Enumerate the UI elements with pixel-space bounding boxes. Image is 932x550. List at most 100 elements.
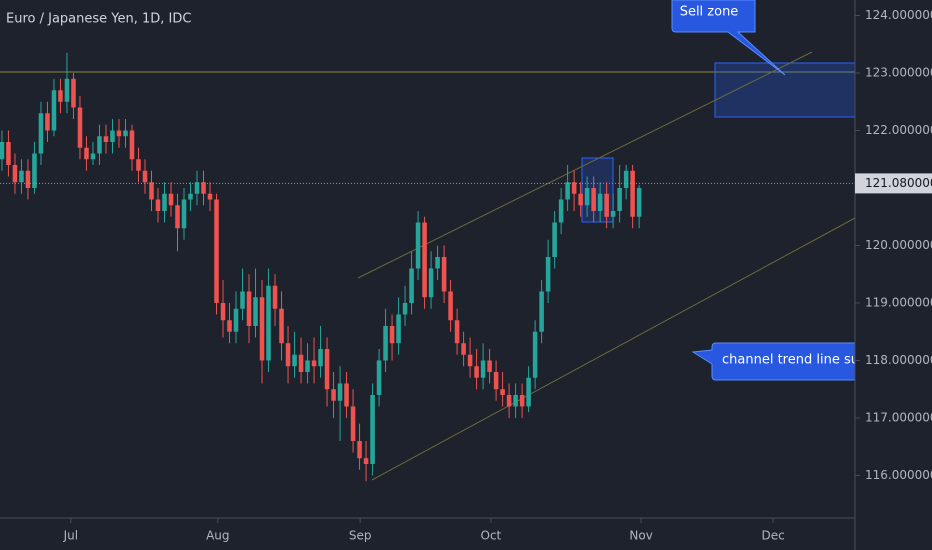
candles bbox=[0, 52, 855, 482]
callout-text: channel trend line supp bbox=[722, 353, 875, 368]
candle-body bbox=[493, 371, 499, 390]
y-tick-label: 123.000000 bbox=[865, 66, 932, 80]
candle-body bbox=[181, 199, 187, 229]
candle-body bbox=[0, 142, 5, 160]
x-tick-label: Oct bbox=[481, 529, 502, 543]
candle-body bbox=[77, 107, 83, 148]
candle-body bbox=[201, 182, 206, 194]
candle-body bbox=[194, 182, 200, 194]
candle-body bbox=[467, 354, 473, 367]
candle-body bbox=[220, 302, 226, 321]
candle-body bbox=[58, 90, 63, 102]
candle-body bbox=[376, 360, 382, 395]
candle-body bbox=[259, 297, 265, 361]
candle-body bbox=[305, 360, 310, 372]
candle-body bbox=[435, 256, 440, 269]
candle-body bbox=[623, 170, 629, 188]
candle-body bbox=[64, 78, 70, 102]
candle-body bbox=[123, 130, 128, 137]
x-tick-label: Aug bbox=[206, 529, 229, 543]
candle-body bbox=[38, 113, 44, 154]
candle-body bbox=[207, 193, 213, 200]
candle-body bbox=[155, 199, 161, 211]
candle-body bbox=[6, 142, 11, 166]
candle-body bbox=[188, 193, 193, 200]
candle-body bbox=[370, 394, 375, 464]
sell-zone-box bbox=[714, 62, 856, 118]
candle-body bbox=[545, 256, 551, 292]
candle-body bbox=[597, 193, 603, 211]
candle-body bbox=[389, 325, 395, 344]
candle-body bbox=[610, 210, 616, 217]
candle-body bbox=[331, 389, 336, 401]
candle-body bbox=[422, 222, 427, 298]
chart-title: Euro / Japanese Yen, 1D, IDC bbox=[6, 12, 191, 27]
price-axis-bg bbox=[855, 0, 932, 550]
candle-body bbox=[526, 377, 531, 407]
candle-body bbox=[480, 360, 486, 378]
candle-body bbox=[110, 130, 115, 143]
candle-body bbox=[461, 343, 466, 355]
candle-body bbox=[630, 170, 635, 217]
candle-body bbox=[617, 187, 622, 211]
candle-body bbox=[272, 285, 278, 309]
candle-body bbox=[266, 285, 271, 361]
candle-body bbox=[519, 394, 525, 407]
candle-body bbox=[136, 159, 141, 171]
candle-body bbox=[214, 199, 219, 303]
candle-body bbox=[584, 187, 590, 206]
candle-body bbox=[12, 165, 18, 183]
candle-body bbox=[402, 302, 408, 315]
candle-body bbox=[84, 147, 89, 160]
candle-body bbox=[279, 308, 284, 344]
callout-channel bbox=[691, 342, 856, 381]
candle-body bbox=[311, 360, 317, 367]
x-tick-label: Jul bbox=[63, 529, 78, 543]
last-price-label: 121.080000 bbox=[865, 176, 932, 190]
candle-body bbox=[539, 291, 544, 332]
callout-sell-zone bbox=[671, 0, 786, 76]
candle-body bbox=[571, 182, 577, 194]
time-axis-bg bbox=[0, 518, 855, 550]
candle-body bbox=[344, 383, 349, 407]
candle-body bbox=[487, 360, 492, 372]
candle-body bbox=[162, 193, 167, 211]
candle-body bbox=[357, 440, 362, 459]
last-price-badge bbox=[855, 173, 932, 194]
candle-body bbox=[324, 348, 330, 390]
candle-body bbox=[103, 136, 109, 143]
candle-body bbox=[149, 182, 154, 200]
candle-body bbox=[350, 406, 356, 441]
y-tick-label: 122.000000 bbox=[865, 123, 932, 137]
candle-body bbox=[532, 331, 538, 378]
x-tick-label: Sep bbox=[349, 529, 372, 543]
candle-body bbox=[409, 268, 414, 303]
y-tick-label: 124.000000 bbox=[865, 8, 932, 22]
candle-body bbox=[454, 320, 460, 344]
candle-body bbox=[142, 170, 148, 183]
candle-body bbox=[578, 193, 583, 206]
y-tick-label: 117.000000 bbox=[865, 410, 932, 424]
channel-upper-line bbox=[357, 51, 813, 279]
channel-lower-line bbox=[371, 217, 856, 481]
callout-text: Sell zone bbox=[680, 5, 739, 20]
candle-body bbox=[396, 314, 401, 344]
candle-body bbox=[383, 325, 388, 361]
candle-body bbox=[415, 222, 421, 269]
candle-body bbox=[552, 222, 557, 257]
candle-body bbox=[337, 383, 343, 401]
candle-body bbox=[97, 136, 102, 154]
candle-body bbox=[513, 394, 518, 407]
candle-body bbox=[506, 394, 512, 407]
candle-body bbox=[246, 291, 252, 326]
candle-body bbox=[45, 113, 50, 131]
y-tick-label: 120.000000 bbox=[865, 238, 932, 252]
candle-body bbox=[474, 366, 479, 378]
candle-body bbox=[240, 291, 245, 309]
y-tick-label: 116.000000 bbox=[865, 468, 932, 482]
candle-body bbox=[25, 170, 31, 188]
candle-body bbox=[558, 199, 564, 223]
candle-body bbox=[604, 193, 609, 217]
candle-body bbox=[32, 153, 37, 188]
